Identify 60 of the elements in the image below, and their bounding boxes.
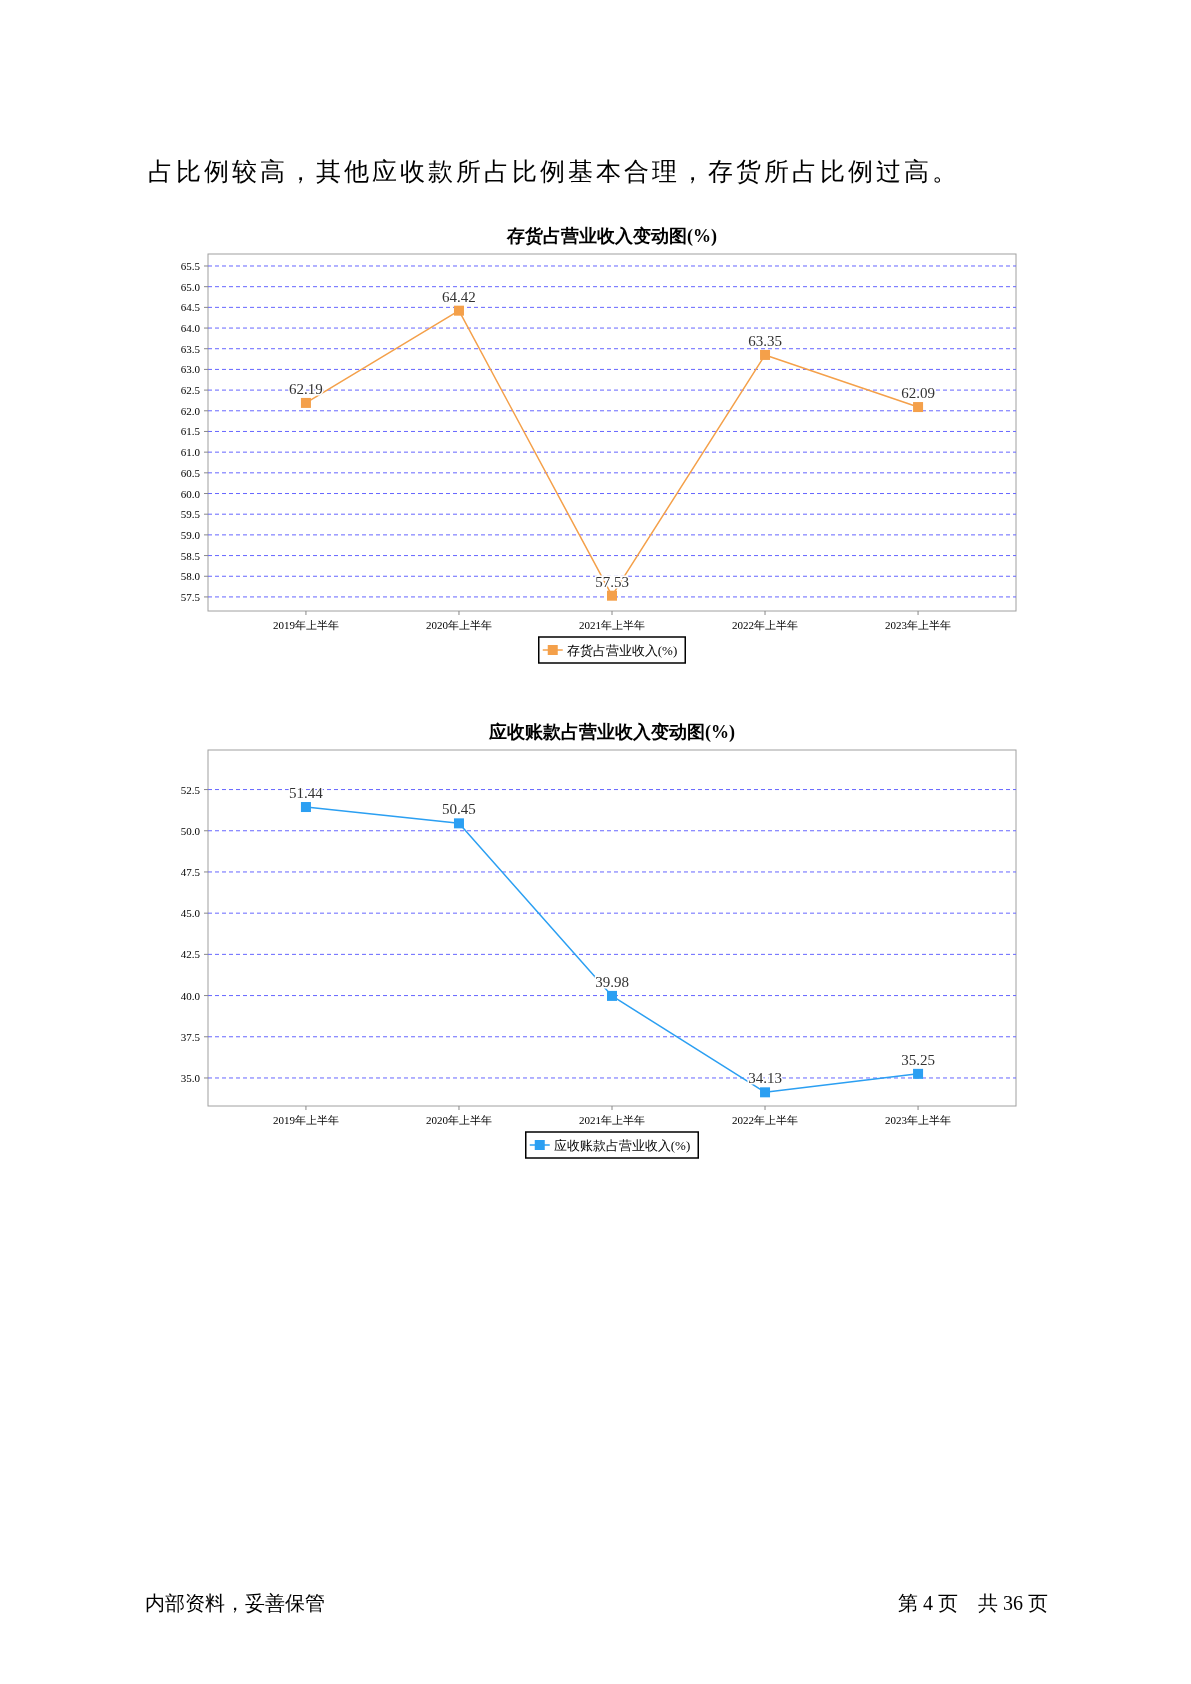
point bbox=[453, 305, 464, 316]
x-tick-label: 2021年上半年 bbox=[579, 1114, 645, 1126]
data-label: 62.19 bbox=[289, 380, 323, 397]
y-tick-label: 35.0 bbox=[180, 1071, 201, 1084]
y-tick-label: 59.0 bbox=[180, 528, 201, 541]
data-label: 35.25 bbox=[901, 1051, 935, 1068]
data-label: 63.35 bbox=[748, 332, 782, 349]
y-tick-label: 62.0 bbox=[180, 404, 201, 417]
y-tick-label: 50.0 bbox=[180, 824, 201, 837]
y-tick-label: 62.5 bbox=[180, 384, 201, 397]
text: 内部资料，妥善保管 bbox=[145, 1592, 325, 1614]
y-tick-label: 64.0 bbox=[180, 322, 201, 335]
y-tick-label: 42.5 bbox=[180, 948, 201, 961]
point bbox=[300, 802, 311, 813]
y-tick-label: 58.0 bbox=[180, 570, 201, 583]
y-tick-label: 45.0 bbox=[180, 907, 201, 920]
y-tick-label: 61.0 bbox=[180, 446, 201, 459]
y-tick-label: 65.0 bbox=[180, 280, 201, 293]
y-tick-label: 47.5 bbox=[180, 865, 201, 878]
y-tick-label: 57.5 bbox=[180, 590, 201, 603]
x-tick-label: 2019年上半年 bbox=[272, 619, 339, 631]
point bbox=[760, 349, 771, 360]
y-tick-label: 63.5 bbox=[180, 342, 201, 355]
y-tick-label: 58.5 bbox=[180, 549, 201, 562]
x-tick-label: 2023年上半年 bbox=[885, 619, 952, 631]
y-tick-label: 59.5 bbox=[180, 508, 201, 521]
y-tick-label: 64.5 bbox=[180, 301, 201, 314]
y-tick-label: 63.0 bbox=[180, 363, 201, 376]
point bbox=[913, 402, 924, 413]
text: 第 4 页 共 36 页 bbox=[898, 1592, 1048, 1614]
x-tick-label: 2020年上半年 bbox=[425, 619, 492, 631]
legend-label: 存货占营业收入(%) bbox=[566, 643, 678, 658]
x-tick-label: 2022年上半年 bbox=[732, 619, 799, 631]
y-tick-label: 37.5 bbox=[180, 1030, 201, 1043]
x-tick-label: 2023年上半年 bbox=[885, 1114, 952, 1126]
y-tick-label: 60.0 bbox=[180, 487, 201, 500]
legend-label: 应收账款占营业收入(%) bbox=[553, 1138, 691, 1153]
y-tick-label: 61.5 bbox=[180, 425, 201, 438]
point bbox=[760, 1087, 771, 1098]
y-tick-label: 52.5 bbox=[180, 783, 201, 796]
chart-title: 应收账款占营业收入变动图(%) bbox=[488, 722, 735, 743]
y-tick-label: 65.5 bbox=[180, 260, 201, 272]
point bbox=[607, 990, 617, 1001]
y-tick-label: 40.0 bbox=[180, 989, 201, 1002]
data-label: 64.42 bbox=[442, 288, 476, 305]
x-tick-label: 2019年上半年 bbox=[272, 1114, 339, 1126]
text: 占比例较高，其他应收款所占比例基本合理，存货所占比例过高。 bbox=[148, 158, 960, 185]
data-label: 34.13 bbox=[748, 1070, 782, 1087]
point bbox=[300, 397, 311, 408]
data-label: 62.09 bbox=[901, 385, 935, 402]
y-tick-label: 60.5 bbox=[180, 466, 201, 479]
point bbox=[453, 818, 464, 829]
chart-title: 存货占营业收入变动图(%) bbox=[506, 226, 717, 247]
point bbox=[913, 1068, 924, 1079]
x-tick-label: 2020年上半年 bbox=[425, 1114, 492, 1126]
data-label: 50.45 bbox=[442, 801, 476, 818]
x-tick-label: 2022年上半年 bbox=[732, 1114, 799, 1126]
x-tick-label: 2021年上半年 bbox=[579, 619, 645, 631]
data-label: 51.44 bbox=[289, 785, 324, 802]
point bbox=[607, 590, 617, 601]
